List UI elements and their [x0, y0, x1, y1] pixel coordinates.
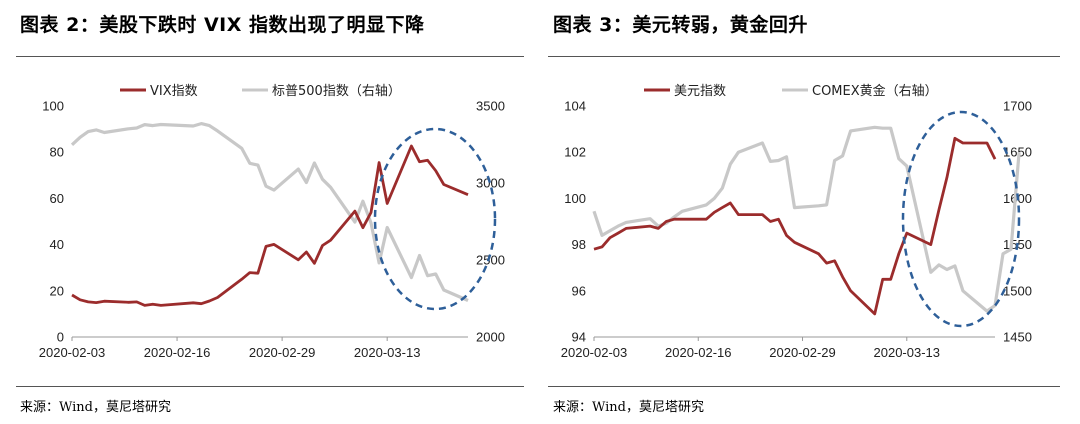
right-right-y-tick-label: 1700 — [1003, 99, 1032, 114]
left-legend-label: 标普500指数（右轴） — [272, 84, 401, 99]
right-chart: 2020-02-03 2020-02-16 2020-02-29 2020-03-13… — [561, 83, 1032, 360]
right-legend-label: COMEX黄金（右轴） — [812, 83, 938, 99]
right-x-tick-label: 2020-03-13 — [874, 345, 941, 360]
right-x-tick-label: 2020-02-16 — [665, 345, 732, 360]
left-highlight-ellipse — [373, 127, 497, 311]
right-title-rule — [548, 56, 1060, 57]
left-series-line-primary — [71, 144, 469, 307]
left-left-y-tick-label: 60 — [50, 191, 64, 206]
right-series-line-secondary — [592, 125, 1021, 313]
right-highlight-ellipse — [901, 110, 1021, 328]
right-left-y-tick-label: 98 — [572, 237, 586, 252]
left-right-y-tick-label: 3500 — [476, 99, 505, 114]
right-right-y-tick-label: 1650 — [1003, 145, 1032, 160]
right-left-y-tick-label: 102 — [564, 145, 586, 160]
left-legend-label: VIX指数 — [150, 84, 198, 99]
right-legend-label: 美元指数 — [674, 84, 726, 99]
right-left-y-tick-label: 94 — [572, 330, 586, 345]
right-x-tick-label: 2020-02-03 — [561, 345, 628, 360]
left-series-line-secondary — [70, 121, 469, 302]
right-right-y-tick-label: 1450 — [1003, 330, 1032, 345]
left-x-tick-label: 2020-02-16 — [144, 345, 211, 360]
right-source: 来源：Wind，莫尼塔研究 — [553, 400, 704, 415]
right-left-y-tick-label: 96 — [572, 283, 586, 298]
left-right-y-tick-label: 2000 — [476, 330, 505, 345]
left-x-tick-label: 2020-03-13 — [354, 345, 421, 360]
left-left-y-tick-label: 20 — [50, 283, 64, 298]
left-source-rule — [16, 386, 524, 387]
right-source-rule — [548, 386, 1060, 387]
left-left-y-tick-label: 0 — [57, 330, 64, 345]
left-title-rule — [16, 56, 524, 57]
left-left-y-tick-label: 40 — [50, 237, 64, 252]
left-left-y-tick-label: 80 — [50, 145, 64, 160]
left-source: 来源：Wind，莫尼塔研究 — [20, 400, 171, 415]
right-x-tick-label: 2020-02-29 — [769, 345, 836, 360]
left-x-tick-label: 2020-02-03 — [39, 345, 106, 360]
left-x-tick-label: 2020-02-29 — [249, 345, 316, 360]
right-left-y-tick-label: 104 — [564, 99, 586, 114]
right-figure-title: 图表 3：美元转弱，黄金回升 — [553, 14, 808, 36]
left-figure-title: 图表 2：美股下跌时 VIX 指数出现了明显下降 — [20, 14, 425, 36]
right-left-y-tick-label: 100 — [564, 191, 586, 206]
right-right-y-tick-label: 1500 — [1003, 283, 1032, 298]
left-left-y-tick-label: 100 — [42, 99, 64, 114]
left-chart: 2020-02-03 2020-02-16 2020-02-29 2020-03-13… — [39, 84, 505, 360]
left-right-y-tick-label: 2500 — [476, 253, 505, 268]
right-series-line-primary — [593, 136, 997, 316]
